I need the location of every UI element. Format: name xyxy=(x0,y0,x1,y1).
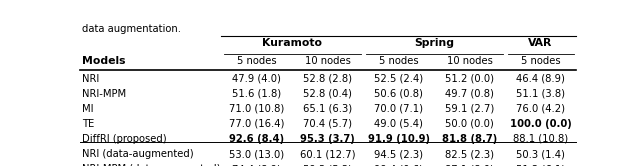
Text: 99.4 (0.6): 99.4 (0.6) xyxy=(374,164,423,166)
Text: 51.2 (0.0): 51.2 (0.0) xyxy=(445,74,494,84)
Text: 71.0 (10.8): 71.0 (10.8) xyxy=(229,104,284,114)
Text: 46.4 (8.9): 46.4 (8.9) xyxy=(516,74,565,84)
Text: 50.3 (1.4): 50.3 (1.4) xyxy=(516,149,565,159)
Text: 53.0 (13.0): 53.0 (13.0) xyxy=(229,149,284,159)
Text: Spring: Spring xyxy=(414,39,454,48)
Text: 70.4 (5.7): 70.4 (5.7) xyxy=(303,119,352,129)
Text: 77.0 (16.4): 77.0 (16.4) xyxy=(229,119,285,129)
Text: 92.6 (8.4): 92.6 (8.4) xyxy=(229,134,284,144)
Text: 10 nodes: 10 nodes xyxy=(305,56,351,66)
Text: NRI (data-augmented): NRI (data-augmented) xyxy=(83,149,194,159)
Text: 10 nodes: 10 nodes xyxy=(447,56,493,66)
Text: 52.8 (0.4): 52.8 (0.4) xyxy=(303,89,352,99)
Text: 52.5 (2.4): 52.5 (2.4) xyxy=(374,74,423,84)
Text: 81.8 (8.7): 81.8 (8.7) xyxy=(442,134,497,144)
Text: NRI-MPM (data-augmented): NRI-MPM (data-augmented) xyxy=(83,164,221,166)
Text: 87.1 (8.0): 87.1 (8.0) xyxy=(445,164,494,166)
Text: 94.5 (2.3): 94.5 (2.3) xyxy=(374,149,423,159)
Text: 65.1 (6.3): 65.1 (6.3) xyxy=(303,104,352,114)
Text: MI: MI xyxy=(83,104,94,114)
Text: 91.9 (10.9): 91.9 (10.9) xyxy=(368,134,429,144)
Text: 49.0 (5.4): 49.0 (5.4) xyxy=(374,119,423,129)
Text: 51.6 (1.8): 51.6 (1.8) xyxy=(232,89,282,99)
Text: Kuramoto: Kuramoto xyxy=(262,39,323,48)
Text: DiffRI (proposed): DiffRI (proposed) xyxy=(83,134,167,144)
Text: TE: TE xyxy=(83,119,95,129)
Text: 50.6 (0.8): 50.6 (0.8) xyxy=(374,89,423,99)
Text: data augmentation.: data augmentation. xyxy=(83,24,182,34)
Text: 100.0 (0.0): 100.0 (0.0) xyxy=(509,119,572,129)
Text: 5 nodes: 5 nodes xyxy=(521,56,561,66)
Text: 52.8 (2.8): 52.8 (2.8) xyxy=(303,74,352,84)
Text: Models: Models xyxy=(83,56,126,66)
Text: 60.1 (12.7): 60.1 (12.7) xyxy=(300,149,355,159)
Text: 51.1 (3.8): 51.1 (3.8) xyxy=(516,89,565,99)
Text: 51.2 (6.1): 51.2 (6.1) xyxy=(516,164,565,166)
Text: 95.3 (3.7): 95.3 (3.7) xyxy=(300,134,355,144)
Text: 59.1 (2.7): 59.1 (2.7) xyxy=(445,104,494,114)
Text: VAR: VAR xyxy=(529,39,553,48)
Text: NRI: NRI xyxy=(83,74,100,84)
Text: 49.7 (0.8): 49.7 (0.8) xyxy=(445,89,494,99)
Text: 82.5 (2.3): 82.5 (2.3) xyxy=(445,149,494,159)
Text: 59.3 (5.3): 59.3 (5.3) xyxy=(303,164,352,166)
Text: 70.0 (7.1): 70.0 (7.1) xyxy=(374,104,423,114)
Text: 47.9 (4.0): 47.9 (4.0) xyxy=(232,74,281,84)
Text: 50.0 (0.0): 50.0 (0.0) xyxy=(445,119,494,129)
Text: 74.4 (8.9): 74.4 (8.9) xyxy=(232,164,281,166)
Text: NRI-MPM: NRI-MPM xyxy=(83,89,127,99)
Text: 5 nodes: 5 nodes xyxy=(237,56,276,66)
Text: 88.1 (10.8): 88.1 (10.8) xyxy=(513,134,568,144)
Text: 5 nodes: 5 nodes xyxy=(379,56,419,66)
Text: 76.0 (4.2): 76.0 (4.2) xyxy=(516,104,565,114)
